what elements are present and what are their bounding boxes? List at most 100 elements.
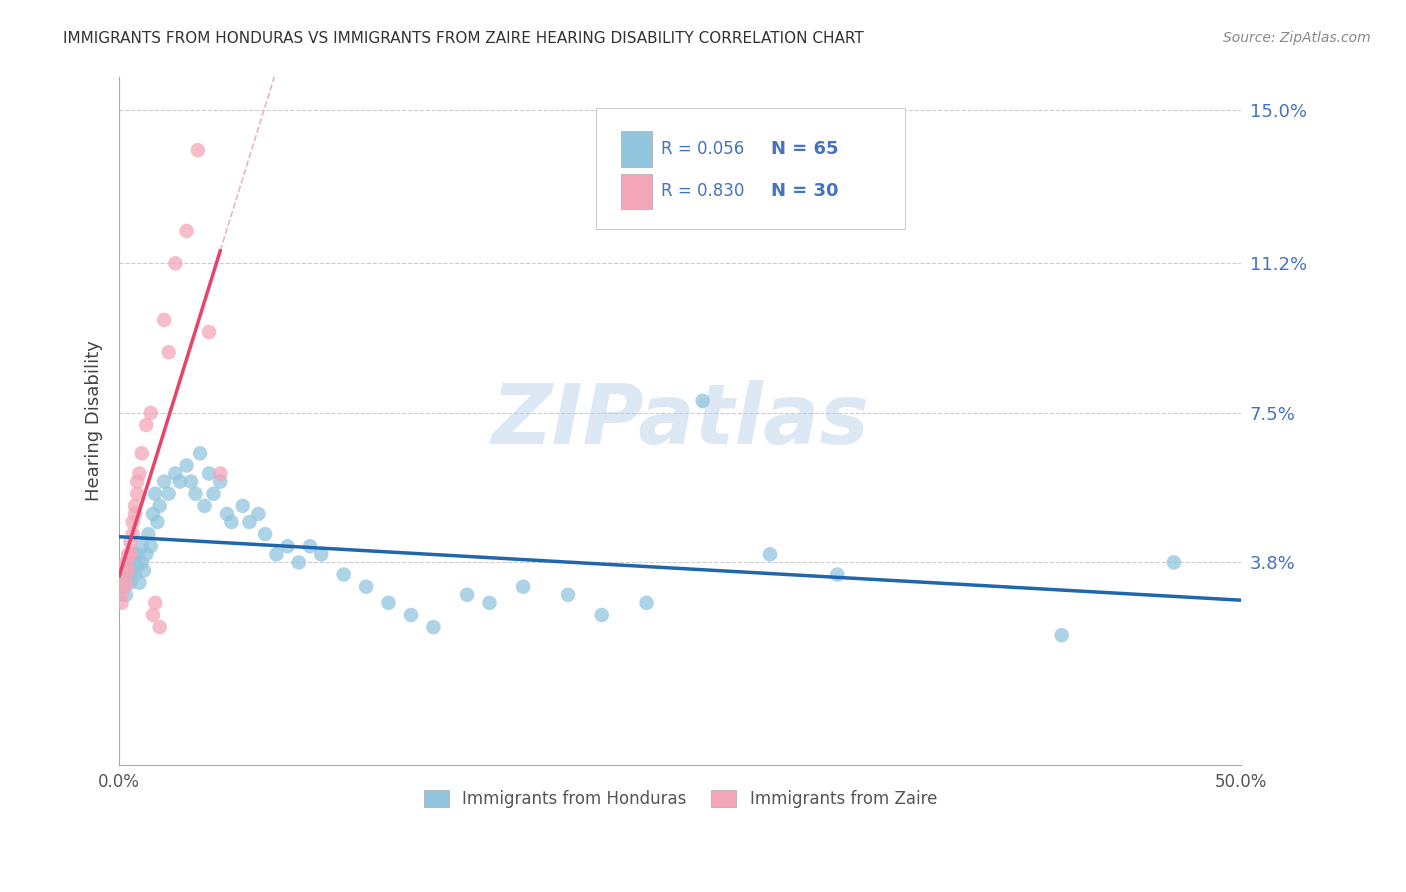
Point	[209, 475, 232, 489]
Point	[124, 507, 146, 521]
Point	[422, 620, 444, 634]
Point	[332, 567, 354, 582]
Point	[157, 345, 180, 359]
FancyBboxPatch shape	[621, 174, 652, 210]
Point	[110, 596, 132, 610]
Point	[142, 607, 165, 622]
Point	[146, 515, 169, 529]
Point	[112, 564, 135, 578]
Point	[247, 507, 270, 521]
Point	[354, 580, 377, 594]
Text: IMMIGRANTS FROM HONDURAS VS IMMIGRANTS FROM ZAIRE HEARING DISABILITY CORRELATION: IMMIGRANTS FROM HONDURAS VS IMMIGRANTS F…	[63, 31, 865, 46]
Point	[221, 515, 243, 529]
Point	[209, 467, 232, 481]
Point	[121, 564, 143, 578]
Point	[198, 467, 221, 481]
Point	[128, 467, 150, 481]
Point	[149, 620, 172, 634]
Y-axis label: Hearing Disability: Hearing Disability	[86, 341, 103, 501]
Point	[1050, 628, 1073, 642]
Point	[149, 499, 172, 513]
Point	[193, 499, 215, 513]
Point	[127, 547, 149, 561]
Point	[139, 539, 162, 553]
Point	[124, 567, 146, 582]
Point	[117, 572, 139, 586]
Point	[456, 588, 478, 602]
Point	[131, 539, 153, 553]
Text: N = 30: N = 30	[770, 183, 838, 201]
Text: ZIPatlas: ZIPatlas	[491, 381, 869, 461]
Point	[298, 539, 321, 553]
Point	[120, 535, 142, 549]
Point	[120, 564, 142, 578]
Point	[198, 325, 221, 339]
Point	[121, 547, 143, 561]
Text: R = 0.056: R = 0.056	[661, 140, 744, 158]
Text: R = 0.830: R = 0.830	[661, 183, 745, 201]
Point	[202, 487, 225, 501]
Point	[1163, 556, 1185, 570]
Point	[238, 515, 260, 529]
Point	[135, 547, 157, 561]
Point	[139, 406, 162, 420]
Point	[165, 467, 187, 481]
Point	[117, 564, 139, 578]
Point	[127, 487, 149, 501]
Legend: Immigrants from Honduras, Immigrants from Zaire: Immigrants from Honduras, Immigrants fro…	[416, 783, 943, 814]
Point	[121, 515, 143, 529]
Point	[309, 547, 332, 561]
Point	[128, 575, 150, 590]
Point	[277, 539, 299, 553]
Point	[120, 547, 142, 561]
Point	[512, 580, 534, 594]
Point	[157, 487, 180, 501]
FancyBboxPatch shape	[621, 131, 652, 167]
Point	[692, 393, 714, 408]
Point	[187, 143, 209, 157]
Point	[184, 487, 207, 501]
Point	[266, 547, 288, 561]
Point	[115, 588, 138, 602]
Point	[124, 556, 146, 570]
Point	[153, 313, 176, 327]
Point	[232, 499, 254, 513]
Point	[117, 547, 139, 561]
Point	[115, 575, 138, 590]
Point	[254, 527, 277, 541]
Text: Source: ZipAtlas.com: Source: ZipAtlas.com	[1223, 31, 1371, 45]
Point	[120, 575, 142, 590]
Point	[142, 507, 165, 521]
Point	[591, 607, 613, 622]
Point	[143, 596, 166, 610]
Point	[759, 547, 782, 561]
Point	[176, 458, 198, 473]
Point	[124, 499, 146, 513]
Point	[115, 556, 138, 570]
Point	[121, 527, 143, 541]
Point	[165, 256, 187, 270]
Point	[117, 556, 139, 570]
Point	[112, 580, 135, 594]
Point	[110, 575, 132, 590]
Point	[138, 527, 160, 541]
Point	[153, 475, 176, 489]
Point	[557, 588, 579, 602]
Point	[115, 567, 138, 582]
Point	[143, 487, 166, 501]
Point	[288, 556, 311, 570]
Point	[169, 475, 191, 489]
Point	[131, 446, 153, 460]
Point	[127, 475, 149, 489]
Point	[377, 596, 399, 610]
Point	[135, 417, 157, 432]
Point	[399, 607, 422, 622]
Point	[112, 580, 135, 594]
Point	[110, 588, 132, 602]
Point	[827, 567, 849, 582]
Text: N = 65: N = 65	[770, 140, 838, 158]
Point	[127, 559, 149, 574]
Point	[188, 446, 211, 460]
Point	[132, 564, 155, 578]
FancyBboxPatch shape	[596, 108, 904, 228]
